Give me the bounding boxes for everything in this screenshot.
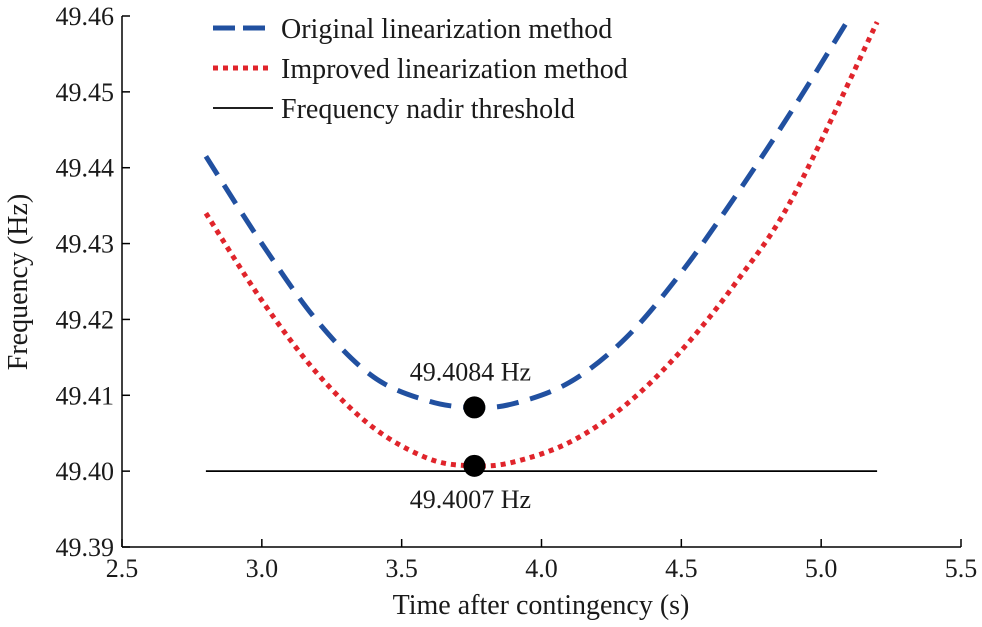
legend-label: Improved linearization method [281, 54, 628, 85]
y-tick-label: 49.46 [56, 2, 115, 31]
x-tick-label: 4.0 [525, 554, 558, 583]
y-tick-label: 49.44 [56, 154, 115, 183]
y-tick-label: 49.41 [56, 381, 115, 410]
y-tick-label: 49.40 [56, 457, 115, 486]
x-tick-label: 4.5 [665, 554, 698, 583]
x-tick-label: 2.5 [106, 554, 139, 583]
legend: Original linearization method Improved li… [213, 14, 628, 125]
axes: 2.5 3.0 3.5 4.0 4.5 5.0 5.5 49.39 49.40 49.41 49.4… [56, 2, 978, 583]
nadir-markers: 49.4084 Hz 49.4007 Hz [410, 357, 531, 513]
nadir-marker [463, 454, 486, 477]
y-tick-label: 49.43 [56, 230, 115, 259]
series-line-improved-linearization-method [203, 20, 880, 469]
x-tick-label: 3.0 [246, 554, 279, 583]
x-tick-label: 5.5 [945, 554, 978, 583]
y-tick-label: 49.42 [56, 305, 115, 334]
y-tick-label: 49.45 [56, 78, 115, 107]
y-axis-label: Frequency (Hz) [3, 194, 34, 370]
x-axis-label: Time after contingency (s) [393, 590, 690, 621]
x-tick-label: 5.0 [805, 554, 838, 583]
series-layer [203, 16, 880, 473]
nadir-annotation: 49.4084 Hz [410, 357, 531, 386]
x-tick-label: 3.5 [385, 554, 418, 583]
legend-label: Original linearization method [281, 14, 612, 45]
legend-label: Frequency nadir threshold [281, 94, 575, 125]
y-tick-label: 49.39 [56, 533, 115, 562]
nadir-marker [463, 396, 486, 419]
nadir-annotation: 49.4007 Hz [410, 485, 531, 514]
series-line-original-linearization-method [203, 16, 852, 411]
